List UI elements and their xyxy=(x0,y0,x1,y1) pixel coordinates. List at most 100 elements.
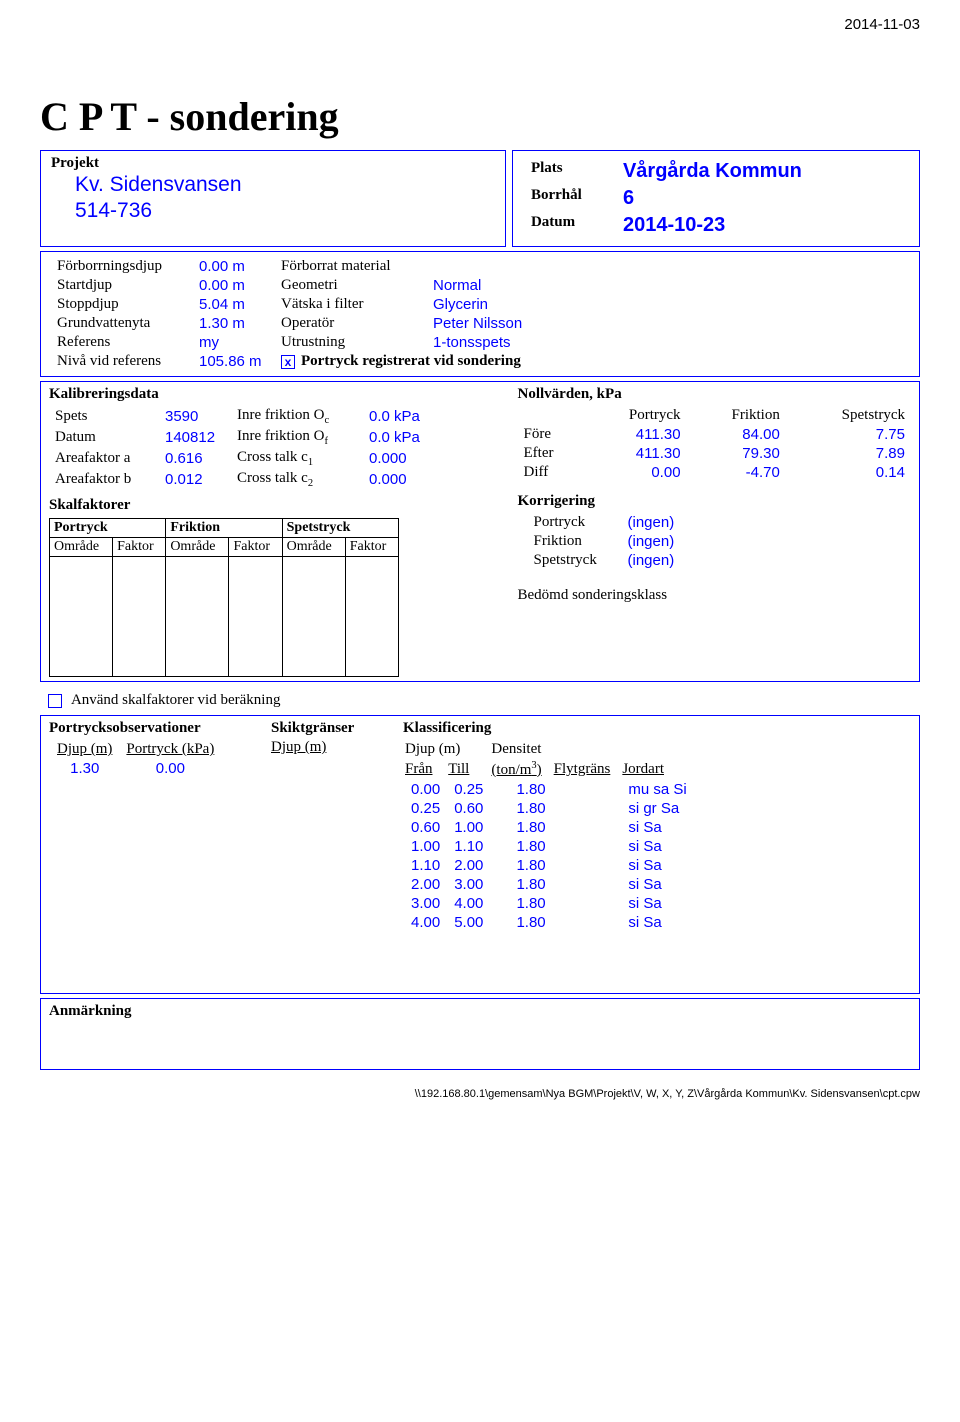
meta-k1: Referens xyxy=(53,334,193,351)
kalibr-v1: 0.616 xyxy=(161,449,231,468)
klass-t: 1.00 xyxy=(448,819,489,836)
klass-f: 4.00 xyxy=(405,914,446,931)
meta-v2 xyxy=(429,258,907,275)
portrycksobs-table: Djup (m) Portryck (kPa) 1.30 0.00 xyxy=(49,739,222,779)
noll-v: 7.89 xyxy=(786,445,909,462)
skal-sub: Område xyxy=(166,538,229,557)
meta-table: Förborrningsdjup0.00 mFörborrat material… xyxy=(51,256,909,372)
footer-path: \\192.168.80.1\gemensam\Nya BGM\Projekt\… xyxy=(40,1088,920,1100)
klass-title: Klassificering xyxy=(403,720,911,737)
kalibr-k2: Cross talk c2 xyxy=(233,470,363,489)
skal-sub: Faktor xyxy=(345,538,398,557)
meta-k1: Grundvattenyta xyxy=(53,315,193,332)
datum-label: Datum xyxy=(525,213,615,238)
kalibr-k1: Areafaktor b xyxy=(51,470,159,489)
meta-v2: 1-tonsspets xyxy=(429,334,907,351)
portrycksobs-d: 1.30 xyxy=(51,760,118,777)
klass-flyt xyxy=(554,876,621,893)
meta-checkbox-row: xPortryck registrerat vid sondering xyxy=(277,353,907,370)
noll-k: Efter xyxy=(520,445,580,462)
klass-t: 3.00 xyxy=(448,876,489,893)
klass-d: 1.80 xyxy=(491,895,551,912)
meta-v1: 0.00 m xyxy=(195,277,275,294)
meta-k2: Utrustning xyxy=(277,334,427,351)
checkbox-icon[interactable]: x xyxy=(281,355,295,369)
meta-k1: Förborrningsdjup xyxy=(53,258,193,275)
klass-f: 0.00 xyxy=(405,781,446,798)
klass-j: si Sa xyxy=(622,857,692,874)
kalibr-k1: Spets xyxy=(51,407,159,426)
kalibr-v2: 0.0 kPa xyxy=(365,407,435,426)
skal-col-friktion: Friktion xyxy=(166,519,282,538)
meta-v1: 105.86 m xyxy=(195,353,275,370)
klass-d: 1.80 xyxy=(491,857,551,874)
noll-col: Spetstryck xyxy=(786,407,909,424)
klass-j: si gr Sa xyxy=(622,800,692,817)
noll-v: 7.75 xyxy=(786,426,909,443)
klass-d: 1.80 xyxy=(491,800,551,817)
klass-j: si Sa xyxy=(622,819,692,836)
kalibr-k2: Inre friktion Of xyxy=(233,428,363,447)
klass-f: 1.00 xyxy=(405,838,446,855)
klass-h-dens: Densitet xyxy=(491,741,551,758)
meta-v1: my xyxy=(195,334,275,351)
portrycksobs-p: 0.00 xyxy=(120,760,220,777)
meta-k1: Startdjup xyxy=(53,277,193,294)
meta-v2: Peter Nilsson xyxy=(429,315,907,332)
anvand-row: Använd skalfaktorer vid beräkning xyxy=(48,692,920,709)
korr-v: (ingen) xyxy=(622,533,681,550)
kalibr-box: Kalibreringsdata Spets3590Inre friktion … xyxy=(40,381,920,682)
korr-k: Portryck xyxy=(520,514,620,531)
klass-h-flyt: Flytgräns xyxy=(554,760,621,779)
kalibr-k1: Areafaktor a xyxy=(51,449,159,468)
klass-f: 1.10 xyxy=(405,857,446,874)
korr-table: Portryck(ingen)Friktion(ingen)Spetstryck… xyxy=(518,512,683,571)
noll-v: 411.30 xyxy=(582,445,685,462)
klass-j: si Sa xyxy=(622,838,692,855)
meta-k1: Nivå vid referens xyxy=(53,353,193,370)
klass-flyt xyxy=(554,838,621,855)
klass-t: 4.00 xyxy=(448,895,489,912)
kalibr-v2: 0.0 kPa xyxy=(365,428,435,447)
project-name: Kv. Sidensvansen xyxy=(51,172,495,198)
korr-v: (ingen) xyxy=(622,552,681,569)
meta-v1: 1.30 m xyxy=(195,315,275,332)
klass-flyt xyxy=(554,895,621,912)
klass-j: si Sa xyxy=(622,895,692,912)
plats-value: Vårgårda Kommun xyxy=(617,159,808,184)
page-title: C P T - sondering xyxy=(40,93,920,140)
portrycksobs-h1: Djup (m) xyxy=(51,741,118,758)
korr-v: (ingen) xyxy=(622,514,681,531)
skal-sub: Område xyxy=(282,538,345,557)
klass-flyt xyxy=(554,800,621,817)
klass-d: 1.80 xyxy=(491,781,551,798)
skal-table: Portryck Friktion Spetstryck Område Fakt… xyxy=(49,518,399,677)
plats-label: Plats xyxy=(525,159,615,184)
meta-k1: Stoppdjup xyxy=(53,296,193,313)
borrhal-value: 6 xyxy=(617,186,808,211)
skikt-title: Skiktgränser xyxy=(271,720,381,737)
meta-v1: 0.00 m xyxy=(195,258,275,275)
klass-t: 5.00 xyxy=(448,914,489,931)
project-label: Projekt xyxy=(51,155,495,172)
meta-k2: Förborrat material xyxy=(277,258,427,275)
klass-t: 0.60 xyxy=(448,800,489,817)
anm-box: Anmärkning xyxy=(40,998,920,1070)
kalibr-v1: 3590 xyxy=(161,407,231,426)
klass-j: mu sa Si xyxy=(622,781,692,798)
kalibr-v2: 0.000 xyxy=(365,449,435,468)
klass-flyt xyxy=(554,819,621,836)
skal-sub: Faktor xyxy=(229,538,282,557)
checkbox-icon[interactable] xyxy=(48,694,62,708)
meta-k2: Vätska i filter xyxy=(277,296,427,313)
meta-v2: Normal xyxy=(429,277,907,294)
bedomd-label: Bedömd sonderingsklass xyxy=(518,587,911,604)
obs-box: Portrycksobservationer Djup (m) Portryck… xyxy=(40,715,920,994)
kalibr-title: Kalibreringsdata xyxy=(49,386,502,403)
skal-col-spetstryck: Spetstryck xyxy=(282,519,398,538)
klass-d: 1.80 xyxy=(491,876,551,893)
klass-flyt xyxy=(554,857,621,874)
korr-k: Friktion xyxy=(520,533,620,550)
noll-v: -4.70 xyxy=(687,464,784,481)
noll-col: Portryck xyxy=(582,407,685,424)
